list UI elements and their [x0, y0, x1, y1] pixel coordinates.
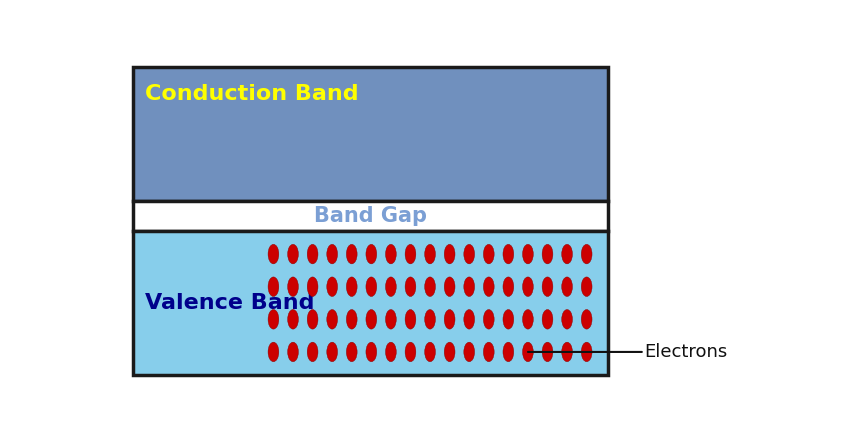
Ellipse shape	[366, 342, 377, 362]
Ellipse shape	[268, 277, 279, 296]
Ellipse shape	[424, 310, 435, 329]
Ellipse shape	[347, 277, 357, 296]
Ellipse shape	[522, 310, 533, 329]
Ellipse shape	[542, 277, 553, 296]
Ellipse shape	[424, 244, 435, 264]
Ellipse shape	[308, 244, 318, 264]
Ellipse shape	[268, 244, 279, 264]
Ellipse shape	[268, 342, 279, 362]
Bar	[133, 201, 608, 231]
Ellipse shape	[424, 277, 435, 296]
Ellipse shape	[327, 310, 337, 329]
Text: Valence Band: Valence Band	[145, 293, 314, 313]
Ellipse shape	[542, 342, 553, 362]
Ellipse shape	[522, 244, 533, 264]
Ellipse shape	[503, 244, 514, 264]
Ellipse shape	[366, 310, 377, 329]
Ellipse shape	[288, 342, 298, 362]
Ellipse shape	[522, 342, 533, 362]
Ellipse shape	[463, 277, 475, 296]
Ellipse shape	[347, 342, 357, 362]
Ellipse shape	[268, 310, 279, 329]
Ellipse shape	[483, 244, 494, 264]
Ellipse shape	[405, 244, 416, 264]
Ellipse shape	[483, 342, 494, 362]
Ellipse shape	[542, 244, 553, 264]
Bar	[133, 231, 608, 376]
Ellipse shape	[463, 310, 475, 329]
Ellipse shape	[424, 342, 435, 362]
Ellipse shape	[483, 277, 494, 296]
Ellipse shape	[405, 342, 416, 362]
Ellipse shape	[581, 310, 592, 329]
Ellipse shape	[444, 277, 455, 296]
Ellipse shape	[444, 342, 455, 362]
Ellipse shape	[385, 310, 396, 329]
Ellipse shape	[405, 310, 416, 329]
Ellipse shape	[522, 277, 533, 296]
Ellipse shape	[385, 277, 396, 296]
Ellipse shape	[503, 342, 514, 362]
Ellipse shape	[444, 244, 455, 264]
Ellipse shape	[327, 342, 337, 362]
Ellipse shape	[581, 244, 592, 264]
Ellipse shape	[308, 310, 318, 329]
Ellipse shape	[288, 277, 298, 296]
Ellipse shape	[483, 310, 494, 329]
Ellipse shape	[347, 310, 357, 329]
Ellipse shape	[385, 342, 396, 362]
Bar	[133, 67, 608, 201]
Ellipse shape	[463, 342, 475, 362]
Ellipse shape	[542, 310, 553, 329]
Ellipse shape	[366, 244, 377, 264]
Ellipse shape	[561, 277, 573, 296]
Ellipse shape	[503, 277, 514, 296]
Ellipse shape	[327, 244, 337, 264]
Ellipse shape	[444, 310, 455, 329]
Ellipse shape	[561, 310, 573, 329]
Ellipse shape	[503, 310, 514, 329]
Ellipse shape	[463, 244, 475, 264]
Ellipse shape	[288, 244, 298, 264]
Ellipse shape	[405, 277, 416, 296]
Ellipse shape	[327, 277, 337, 296]
Ellipse shape	[385, 244, 396, 264]
Ellipse shape	[561, 342, 573, 362]
Ellipse shape	[366, 277, 377, 296]
Ellipse shape	[288, 310, 298, 329]
Ellipse shape	[561, 244, 573, 264]
Ellipse shape	[308, 277, 318, 296]
Ellipse shape	[581, 342, 592, 362]
Text: Electrons: Electrons	[528, 343, 728, 361]
Text: Conduction Band: Conduction Band	[145, 84, 359, 104]
Text: Band Gap: Band Gap	[314, 206, 427, 226]
Ellipse shape	[308, 342, 318, 362]
Ellipse shape	[581, 277, 592, 296]
Ellipse shape	[347, 244, 357, 264]
